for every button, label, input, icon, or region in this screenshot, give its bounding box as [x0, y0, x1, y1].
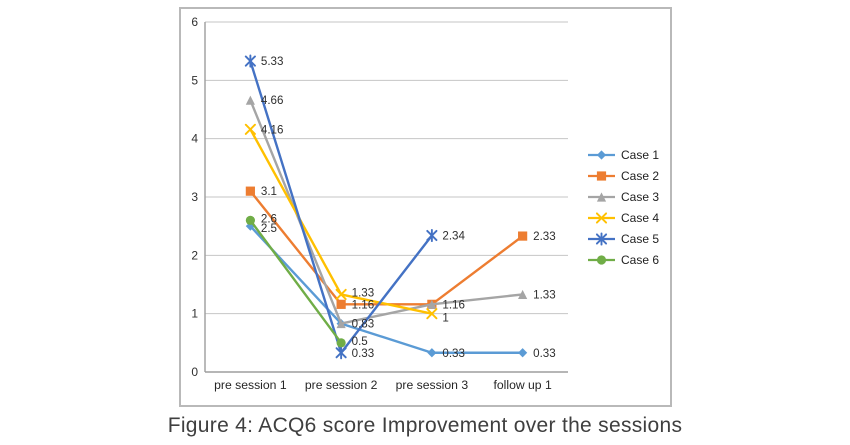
series-marker-case-4 [335, 288, 347, 300]
data-label-case-5: 0.33 [352, 347, 375, 360]
data-label-case-1: 0.33 [533, 347, 556, 360]
legend-item-case-1: Case 1 [588, 148, 659, 162]
data-label-case-4: 4.16 [261, 123, 284, 136]
series-marker-case-1 [427, 348, 437, 358]
x-category-label: pre session 2 [305, 378, 378, 392]
data-label-case-6: 0.5 [352, 335, 368, 348]
data-label-case-3: 4.66 [261, 94, 284, 107]
data-label-case-1: 0.33 [442, 347, 465, 360]
series-line-case-2 [249, 189, 524, 306]
y-tick-label: 5 [191, 73, 198, 87]
data-label-case-3: 0.83 [352, 318, 375, 331]
legend-item-case-2: Case 2 [588, 169, 659, 183]
legend-marker-case-5 [595, 232, 608, 246]
legend-label: Case 1 [621, 148, 659, 162]
series-marker-case-2 [245, 186, 255, 196]
series-marker-case-3 [245, 95, 255, 105]
legend-marker-case-2 [596, 171, 607, 181]
series-marker-case-1 [518, 348, 528, 358]
series-line-case-1 [249, 224, 524, 354]
y-tick-label: 1 [191, 307, 198, 321]
series-marker-case-2 [518, 231, 528, 241]
x-category-label: follow up 1 [493, 378, 551, 392]
chart: 0 1 2 3 4 5 6 pre session 1 pre session 2 pre ses… [179, 7, 672, 407]
data-label-case-4: 1 [442, 312, 448, 325]
data-label-case-2: 1.16 [352, 298, 375, 311]
series-marker-case-6 [245, 215, 255, 225]
data-label-case-4: 1.33 [352, 286, 375, 299]
y-tick-label: 4 [191, 132, 198, 146]
series-marker-case-6 [336, 338, 346, 348]
x-category-label: pre session 3 [396, 378, 469, 392]
data-label-case-2: 2.33 [533, 230, 556, 243]
legend-item-case-5: Case 5 [588, 232, 659, 246]
series-marker-case-4 [426, 308, 438, 320]
data-label-case-6: 2.6 [261, 212, 277, 225]
data-label-case-5: 2.34 [442, 230, 465, 243]
series-line-case-4 [249, 128, 434, 315]
legend-marker-case-1 [596, 150, 607, 160]
y-tick-label: 3 [191, 190, 198, 204]
series-line-case-3 [249, 98, 524, 325]
figure-caption: Figure 4: ACQ6 score Improvement over th… [167, 414, 683, 437]
legend-label: Case 5 [621, 232, 659, 246]
data-label-case-5: 5.33 [261, 55, 284, 68]
series-marker-case-2 [336, 299, 346, 309]
legend-label: Case 4 [621, 211, 659, 225]
series-marker-case-5 [335, 346, 347, 360]
data-label-case-2: 3.1 [261, 185, 277, 198]
series-marker-case-5 [244, 54, 256, 68]
series-marker-case-3 [336, 318, 346, 329]
data-label-case-1: 2.5 [261, 222, 277, 235]
legend-item-case-4: Case 4 [588, 211, 659, 225]
legend-marker-case-4 [595, 212, 608, 224]
legend-label: Case 2 [621, 169, 659, 183]
y-tick-label: 0 [191, 365, 198, 379]
series-marker-case-3 [427, 299, 437, 309]
legend-label: Case 6 [621, 253, 659, 267]
chart-canvas: 0 1 2 3 4 5 6 pre session 1 pre session 2 pre ses… [191, 15, 659, 392]
legend-marker-case-3 [596, 192, 607, 202]
legend-item-case-6: Case 6 [588, 253, 659, 267]
data-label-case-2: 1.16 [442, 298, 465, 311]
y-tick-label: 6 [191, 15, 198, 29]
series-line-case-6 [249, 219, 343, 345]
data-label-case-3: 1.33 [533, 288, 556, 301]
y-tick-label: 2 [191, 248, 198, 262]
legend-marker-case-6 [596, 255, 607, 265]
series-marker-case-1 [245, 221, 255, 231]
series-marker-case-5 [426, 228, 438, 243]
series-marker-case-4 [244, 123, 256, 135]
x-category-label: pre session 1 [214, 378, 287, 392]
legend-item-case-3: Case 3 [588, 190, 659, 204]
series-marker-case-3 [518, 289, 528, 300]
legend-label: Case 3 [621, 190, 659, 204]
